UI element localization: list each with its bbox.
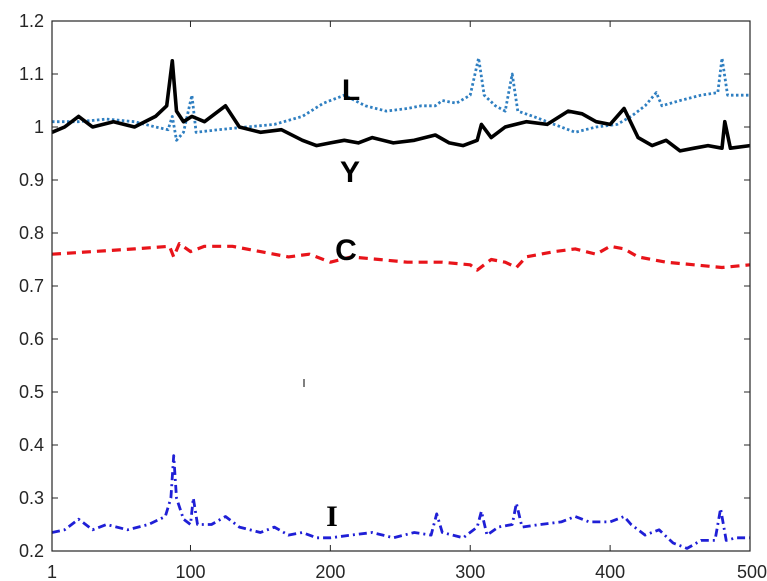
series-label-l: L [342,74,360,107]
series-label-c: C [335,234,357,267]
plot-area [52,21,750,551]
y-tick-label: 1 [34,117,44,137]
x-tick-label: 500 [737,562,767,581]
series-labels: L Y C I [326,74,360,533]
series-line-y [51,59,751,153]
y-tick-label: 0.4 [19,435,44,455]
x-tick-label: 400 [595,562,625,581]
series-layer [51,56,751,550]
x-tick-label: 100 [175,562,205,581]
y-tick-label: 0.3 [19,488,44,508]
series-line-l [52,56,750,142]
y-tick-label: 0.5 [19,382,44,402]
y-tick-label: 1.2 [19,11,44,31]
x-tick-label: 300 [455,562,485,581]
series-label-i: I [326,500,338,533]
y-tick-label: 0.7 [19,276,44,296]
x-tick-label: 200 [315,562,345,581]
series-label-y: Y [340,156,360,189]
axes: 0.2 0.3 0.4 0.5 0.6 0.7 0.8 0.9 1 1.1 1.2 1 100 200 30… [19,11,767,581]
y-tick-label: 0.2 [19,541,44,561]
y-tick-label: 0.8 [19,223,44,243]
y-tick-label: 0.9 [19,170,44,190]
y-tick-label: 0.6 [19,329,44,349]
y-tick-label: 1.1 [19,64,44,84]
series-line-i [51,454,750,550]
x-tick-label: 1 [47,562,57,581]
series-line-c [51,242,751,272]
plot-frame [51,20,751,552]
